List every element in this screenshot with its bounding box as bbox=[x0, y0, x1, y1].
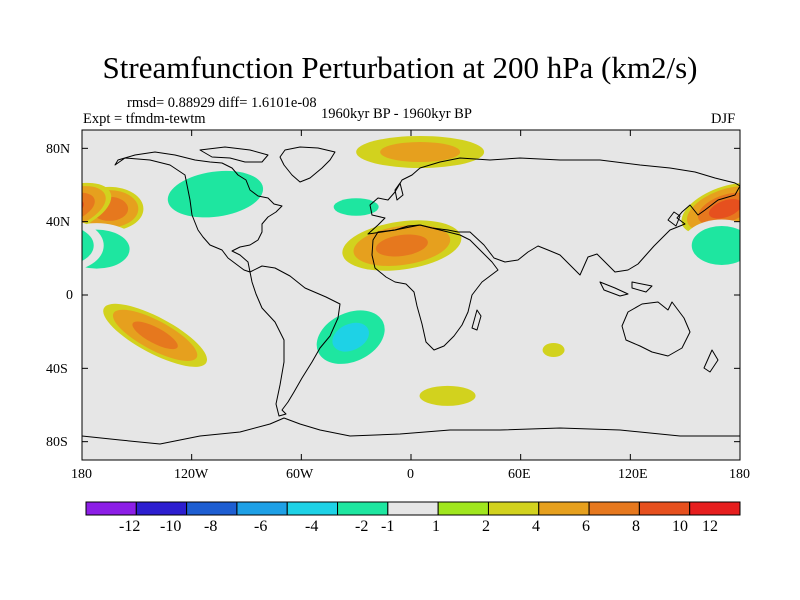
lon-tick-180w: 180 bbox=[71, 467, 92, 482]
coast-south-america bbox=[249, 265, 341, 417]
contour-feature bbox=[681, 182, 740, 235]
lon-tick-60e: 60E bbox=[508, 467, 531, 482]
lat-tick-80s: 80S bbox=[46, 435, 68, 450]
stats-text: rmsd= 0.88929 diff= 1.6101e-08 bbox=[127, 95, 317, 111]
period-label: 1960kyr BP - 1960kyr BP bbox=[321, 106, 472, 122]
colorbar-label: -6 bbox=[254, 518, 268, 535]
colorbar-label: -12 bbox=[119, 518, 141, 535]
colorbar-label: 8 bbox=[632, 518, 640, 535]
colorbar-label: -8 bbox=[204, 518, 218, 535]
contour-feature bbox=[82, 182, 112, 235]
colorbar-swatch bbox=[337, 501, 389, 516]
contour-feature bbox=[542, 343, 565, 357]
contour-band bbox=[375, 234, 428, 257]
colorbar-swatch bbox=[689, 501, 741, 516]
colorbar-swatch bbox=[186, 501, 238, 516]
contour-band bbox=[132, 321, 178, 350]
coast-eurasia bbox=[367, 157, 740, 276]
coast-uk bbox=[394, 182, 404, 201]
colorbar-label: 10 bbox=[672, 518, 688, 535]
contour-feature bbox=[681, 219, 740, 272]
contour-band bbox=[708, 199, 740, 219]
contour-band bbox=[82, 230, 94, 261]
contour-feature bbox=[151, 163, 279, 226]
coast-north-america bbox=[114, 151, 283, 273]
colorbar-swatch bbox=[387, 501, 439, 516]
season-label: DJF bbox=[711, 111, 736, 127]
colorbar-swatch bbox=[588, 501, 640, 516]
contour-feature bbox=[419, 385, 476, 406]
colorbar-swatch bbox=[135, 501, 188, 516]
colorbar-label: 1 bbox=[432, 518, 440, 535]
lon-tick-180e: 180 bbox=[729, 467, 750, 482]
experiment-label: Expt = tfmdm-tewtm bbox=[83, 111, 206, 127]
colorbar-label: -10 bbox=[160, 518, 182, 535]
contour-band bbox=[691, 226, 740, 265]
contour-feature bbox=[320, 193, 393, 221]
contour-feature bbox=[733, 195, 786, 222]
lon-tick-0: 0 bbox=[407, 467, 414, 482]
colorbar-swatch bbox=[638, 501, 691, 516]
coast-antarctica bbox=[82, 417, 740, 445]
contour-feature bbox=[356, 136, 485, 168]
lat-tick-0: 0 bbox=[66, 288, 73, 303]
lon-tick-120e: 120E bbox=[618, 467, 648, 482]
colorbar-label: 12 bbox=[702, 518, 718, 535]
contour-band bbox=[749, 197, 786, 221]
coast-japan bbox=[667, 211, 681, 227]
lat-tick-80n: 80N bbox=[46, 142, 71, 157]
coast-indonesia bbox=[599, 281, 653, 297]
colorbar-label: -2 bbox=[355, 518, 369, 535]
colorbar-swatch bbox=[437, 501, 489, 516]
contour-band bbox=[738, 202, 740, 215]
axis-ticks bbox=[81, 130, 741, 460]
colorbar-label: 6 bbox=[582, 518, 590, 535]
contour-band bbox=[733, 195, 740, 222]
colorbar-label: -1 bbox=[381, 518, 395, 535]
colorbar-swatch bbox=[236, 501, 288, 516]
colorbar-swatch bbox=[538, 501, 590, 516]
coast-new-zealand bbox=[703, 349, 719, 373]
coast-greenland bbox=[279, 146, 336, 183]
lat-tick-40s: 40S bbox=[46, 362, 68, 377]
contour-band bbox=[332, 322, 369, 352]
lon-tick-60w: 60W bbox=[286, 467, 314, 482]
contour-feature bbox=[82, 222, 104, 269]
contour-feature bbox=[308, 304, 393, 371]
coastlines bbox=[82, 146, 740, 445]
colorbar-label: 4 bbox=[532, 518, 540, 535]
lat-tick-40n: 40N bbox=[46, 215, 71, 230]
contour-feature bbox=[103, 303, 208, 367]
contour-band bbox=[333, 198, 379, 216]
coast-arctic-islands bbox=[199, 146, 269, 163]
colorbar-label: 2 bbox=[482, 518, 490, 535]
contour-band bbox=[380, 142, 461, 162]
contour-feature bbox=[342, 220, 462, 271]
plot-title: Streamfunction Perturbation at 200 hPa (… bbox=[102, 50, 698, 85]
coast-africa bbox=[371, 224, 499, 351]
colorbar-swatch bbox=[487, 501, 540, 516]
coast-madagascar bbox=[471, 309, 482, 331]
colorbar-label: -4 bbox=[305, 518, 319, 535]
colorbar bbox=[85, 501, 741, 516]
coast-australia bbox=[621, 301, 691, 357]
contour-band bbox=[419, 385, 476, 406]
colorbar-swatch bbox=[286, 501, 339, 516]
colorbar-swatch bbox=[85, 501, 137, 516]
contour-band bbox=[167, 170, 264, 218]
contour-band bbox=[542, 343, 565, 357]
lon-tick-120w: 120W bbox=[174, 467, 209, 482]
